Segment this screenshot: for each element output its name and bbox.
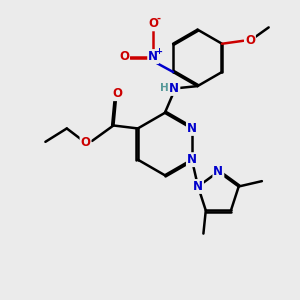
Text: O: O xyxy=(148,17,158,30)
Text: N: N xyxy=(169,82,179,95)
Text: O: O xyxy=(80,136,91,149)
Text: N: N xyxy=(187,122,197,135)
Text: H: H xyxy=(160,83,169,94)
Text: N: N xyxy=(187,153,197,166)
Text: +: + xyxy=(155,47,162,56)
Text: O: O xyxy=(119,50,129,63)
Text: O: O xyxy=(112,87,122,100)
Text: -: - xyxy=(157,14,160,24)
Text: N: N xyxy=(213,165,224,178)
Text: O: O xyxy=(245,34,255,47)
Text: N: N xyxy=(193,180,203,193)
Text: N: N xyxy=(148,50,158,63)
